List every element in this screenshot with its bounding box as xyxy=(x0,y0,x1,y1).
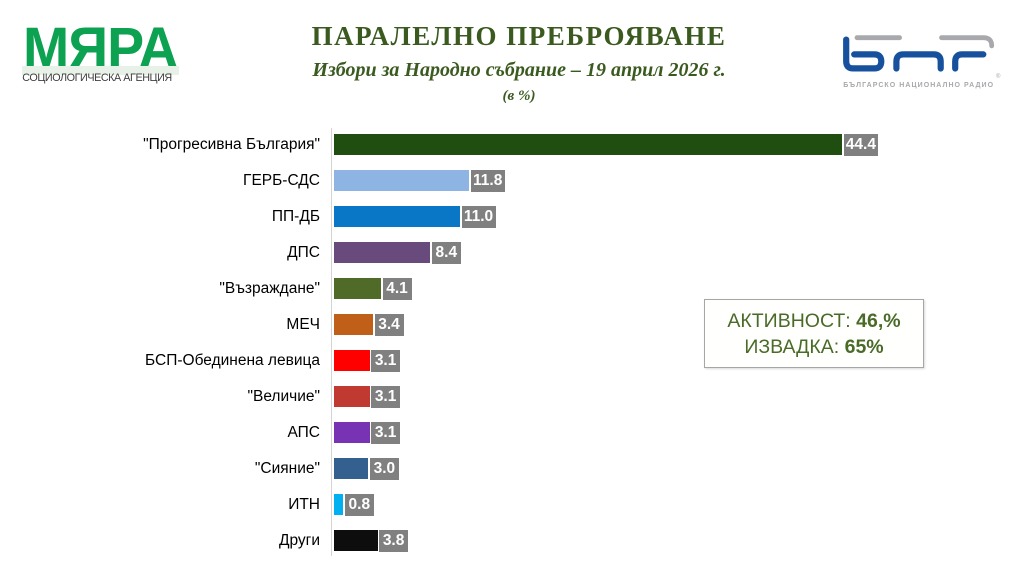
svg-text:®: ® xyxy=(996,73,1001,80)
svg-text:БЪЛГАРСКО НАЦИОНАЛНО РАДИО: БЪЛГАРСКО НАЦИОНАЛНО РАДИО xyxy=(843,82,994,89)
